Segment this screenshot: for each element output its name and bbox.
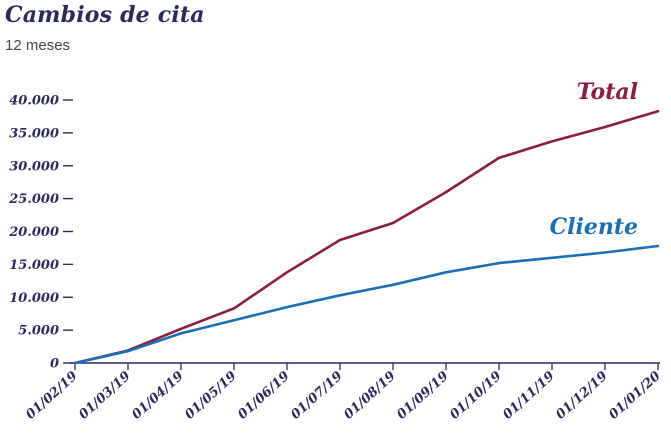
y-tick-label: 40.000 [9,94,59,109]
data-point-cliente [285,305,289,309]
y-tick-label: 35.000 [9,126,59,141]
data-point-cliente [550,256,554,259]
data-point-cliente [73,361,77,365]
data-point-total [179,327,183,331]
x-tick-label: 01/08/19 [341,369,398,423]
series-label-total: Total [577,79,638,105]
chart-title: Cambios de cita [5,2,205,28]
x-tick-label: 01/06/19 [235,369,292,423]
y-tick-label: 15.000 [9,258,59,273]
data-point-total [656,109,660,113]
data-point-cliente [391,283,395,286]
y-tick-label: 30.000 [9,159,59,174]
x-tick-label: 01/03/19 [76,369,133,423]
data-point-cliente [656,244,660,248]
y-tick-label: 10.000 [9,291,59,306]
data-point-cliente [232,319,236,322]
data-point-total [232,307,236,310]
x-tick-label: 01/10/19 [447,369,504,423]
data-point-total [497,156,501,160]
data-point-total [550,140,554,143]
data-point-total [285,271,289,274]
data-point-cliente [444,271,448,274]
x-tick-label: 01/05/19 [182,369,239,423]
data-point-cliente [603,251,607,254]
series-line-cliente [73,244,660,365]
y-tick-label: 20.000 [8,225,59,240]
y-tick-label: 25.000 [8,192,59,207]
data-point-cliente [179,332,183,335]
data-point-total [444,190,448,194]
x-tick-label: 01/02/19 [23,369,80,423]
x-tick-label: 01/01/20 [606,369,663,423]
y-tick-label: 0 [50,357,59,372]
data-point-total [338,238,342,242]
data-point-cliente [338,294,342,297]
chart-subtitle: 12 meses [5,37,71,54]
data-point-cliente [126,349,130,353]
series-label-cliente: Cliente [550,214,638,240]
x-tick-label: 01/12/19 [553,369,610,423]
series-line-total [73,109,660,365]
x-tick-label: 01/11/19 [500,369,557,423]
x-tick-label: 01/09/19 [394,369,451,423]
data-point-total [391,221,395,225]
data-point-cliente [497,261,501,265]
data-point-total [603,125,607,129]
y-tick-label: 5.000 [18,324,59,339]
x-tick-label: 01/04/19 [129,369,186,423]
x-tick-label: 01/07/19 [288,369,345,423]
